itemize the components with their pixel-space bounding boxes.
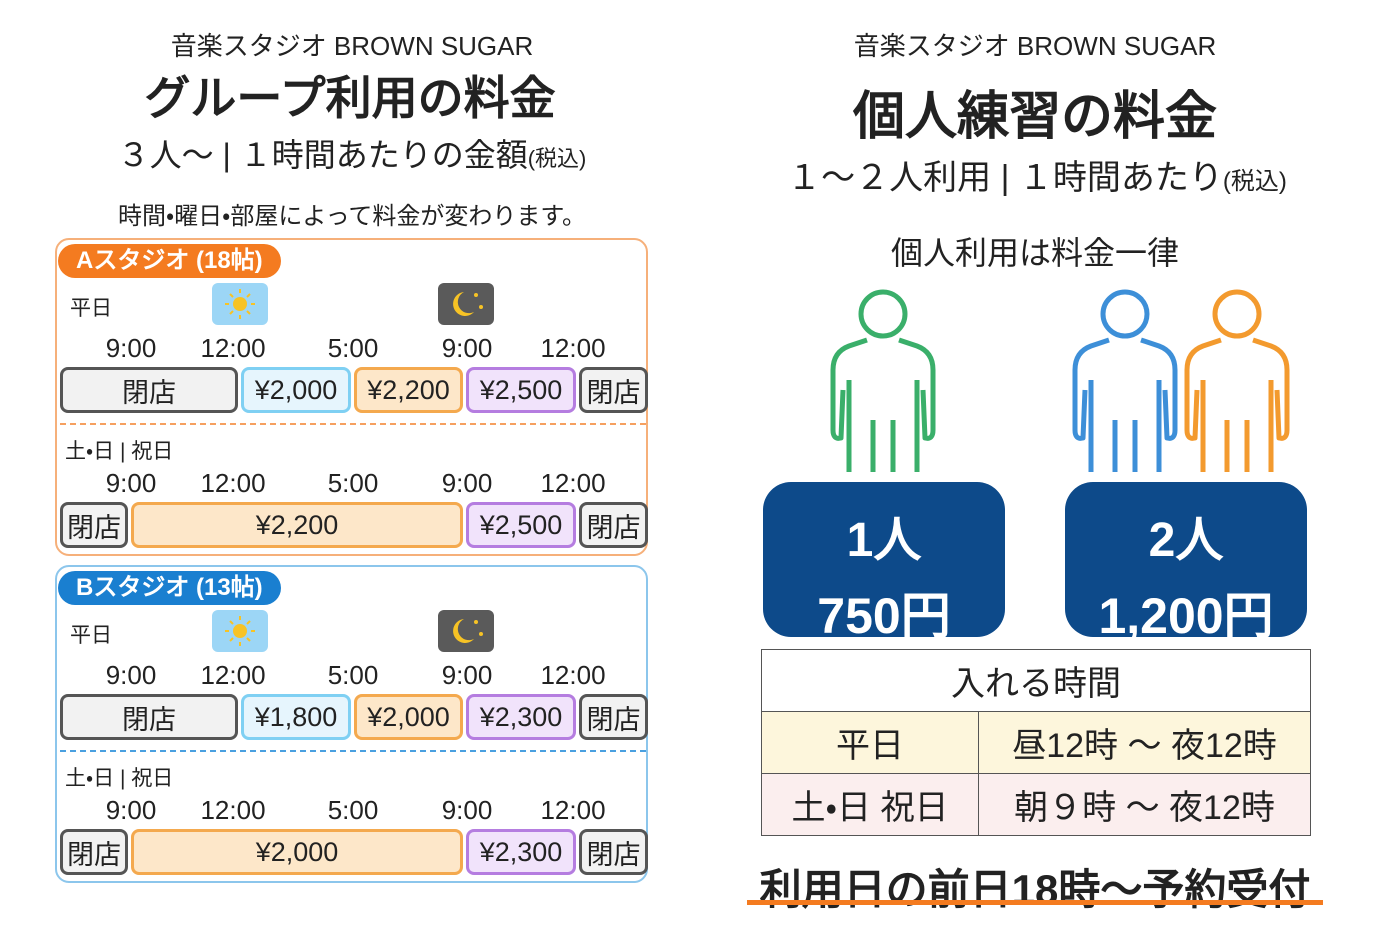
divider xyxy=(60,750,646,752)
time-label: 12:00 xyxy=(540,333,606,363)
time-label: 9:00 xyxy=(441,333,493,363)
price-slot: 閉店 xyxy=(579,367,648,413)
price-slot: 閉店 xyxy=(579,829,648,875)
price-slot: 閉店 xyxy=(60,829,128,875)
time-label: 12:00 xyxy=(200,333,266,363)
sun-icon xyxy=(212,283,268,325)
time-label: 5:00 xyxy=(327,333,379,363)
day-label: 平日 xyxy=(70,297,112,320)
time-label: 9:00 xyxy=(105,333,157,363)
time-label: 5:00 xyxy=(327,468,379,498)
price-slot: 閉店 xyxy=(60,502,128,548)
time-label: 12:00 xyxy=(540,468,606,498)
time-label: 9:00 xyxy=(441,468,493,498)
time-label: 9:00 xyxy=(105,660,157,690)
cell: 昼12時 〜 夜12時 xyxy=(978,711,1311,774)
price-slot: ¥1,800 xyxy=(241,694,351,740)
brand: 音楽スタジオ BROWN SUGAR xyxy=(853,31,1217,61)
person-icon xyxy=(833,292,933,472)
person-icon xyxy=(1187,292,1287,472)
moon-icon xyxy=(438,283,494,325)
time-label: 9:00 xyxy=(105,468,157,498)
sun-icon xyxy=(212,610,268,652)
plan-people: 2人 xyxy=(1148,514,1224,567)
day-label: 土・日 | 祝日 xyxy=(65,440,174,463)
studio-label: Aスタジオ (18帖) xyxy=(58,244,281,278)
underline xyxy=(747,900,1323,905)
plan-people: 1人 xyxy=(846,514,922,567)
time-label: 5:00 xyxy=(327,660,379,690)
time-label: 12:00 xyxy=(200,660,266,690)
plan-price: 1,200円 xyxy=(1098,588,1274,644)
price-slot: ¥2,500 xyxy=(466,502,576,548)
brand: 音楽スタジオ BROWN SUGAR xyxy=(170,31,534,61)
time-label: 5:00 xyxy=(327,795,379,825)
time-label: 12:00 xyxy=(540,795,606,825)
title: グループ利用の料金 xyxy=(144,72,556,124)
table-title: 入れる時間 xyxy=(761,649,1311,712)
price-slot: 閉店 xyxy=(579,694,648,740)
tax: (税込) xyxy=(527,146,587,171)
subtitle: １〜２人利用 | １時間あたり xyxy=(787,159,1223,197)
price-slot: 閉店 xyxy=(60,367,238,413)
flat-note: 個人利用は料金一律 xyxy=(890,235,1180,271)
subtitle: ３人〜 | １時間あたりの金額 xyxy=(117,137,528,173)
hours-table: 入れる時間 平日 昼12時 〜 夜12時 土・日 祝日 朝９時 〜 夜12時 xyxy=(761,649,1311,836)
price-slot: ¥2,300 xyxy=(466,694,576,740)
plan-card: 2人 1,200円 xyxy=(1065,482,1307,644)
price-slot: ¥2,300 xyxy=(466,829,576,875)
person-icon xyxy=(1075,292,1175,472)
day-label: 平日 xyxy=(70,624,112,647)
price-slot: 閉店 xyxy=(579,502,648,548)
plan-price: 750円 xyxy=(817,588,951,644)
subtitle-line: １〜２人利用 | １時間あたり(税込) xyxy=(787,150,1287,199)
footer: 利用日の前日18時〜予約受付 xyxy=(759,866,1311,913)
day-label: 土・日 | 祝日 xyxy=(65,767,174,790)
moon-icon xyxy=(438,610,494,652)
plan-card: 1人 750円 xyxy=(763,482,1005,644)
title: 個人練習の料金 xyxy=(852,88,1218,146)
price-slot: ¥2,000 xyxy=(354,694,463,740)
tax: (税込) xyxy=(1222,168,1287,195)
price-slot: ¥2,200 xyxy=(131,502,463,548)
subtitle-line: ３人〜 | １時間あたりの金額(税込) xyxy=(118,130,587,176)
time-label: 9:00 xyxy=(441,795,493,825)
time-label: 12:00 xyxy=(200,795,266,825)
price-slot: 閉店 xyxy=(60,694,238,740)
price-slot: ¥2,000 xyxy=(131,829,463,875)
studio-label: Bスタジオ (13帖) xyxy=(58,571,281,605)
time-label: 9:00 xyxy=(105,795,157,825)
time-label: 12:00 xyxy=(540,660,606,690)
cell: 土・日 祝日 xyxy=(761,773,979,836)
time-label: 12:00 xyxy=(200,468,266,498)
price-slot: ¥2,000 xyxy=(241,367,351,413)
divider xyxy=(60,423,646,425)
time-label: 9:00 xyxy=(441,660,493,690)
cell: 平日 xyxy=(761,711,979,774)
price-slot: ¥2,500 xyxy=(466,367,576,413)
cell: 朝９時 〜 夜12時 xyxy=(978,773,1311,836)
note: 時間・曜日・部屋によって料金が変わります。 xyxy=(118,203,586,230)
price-slot: ¥2,200 xyxy=(354,367,463,413)
